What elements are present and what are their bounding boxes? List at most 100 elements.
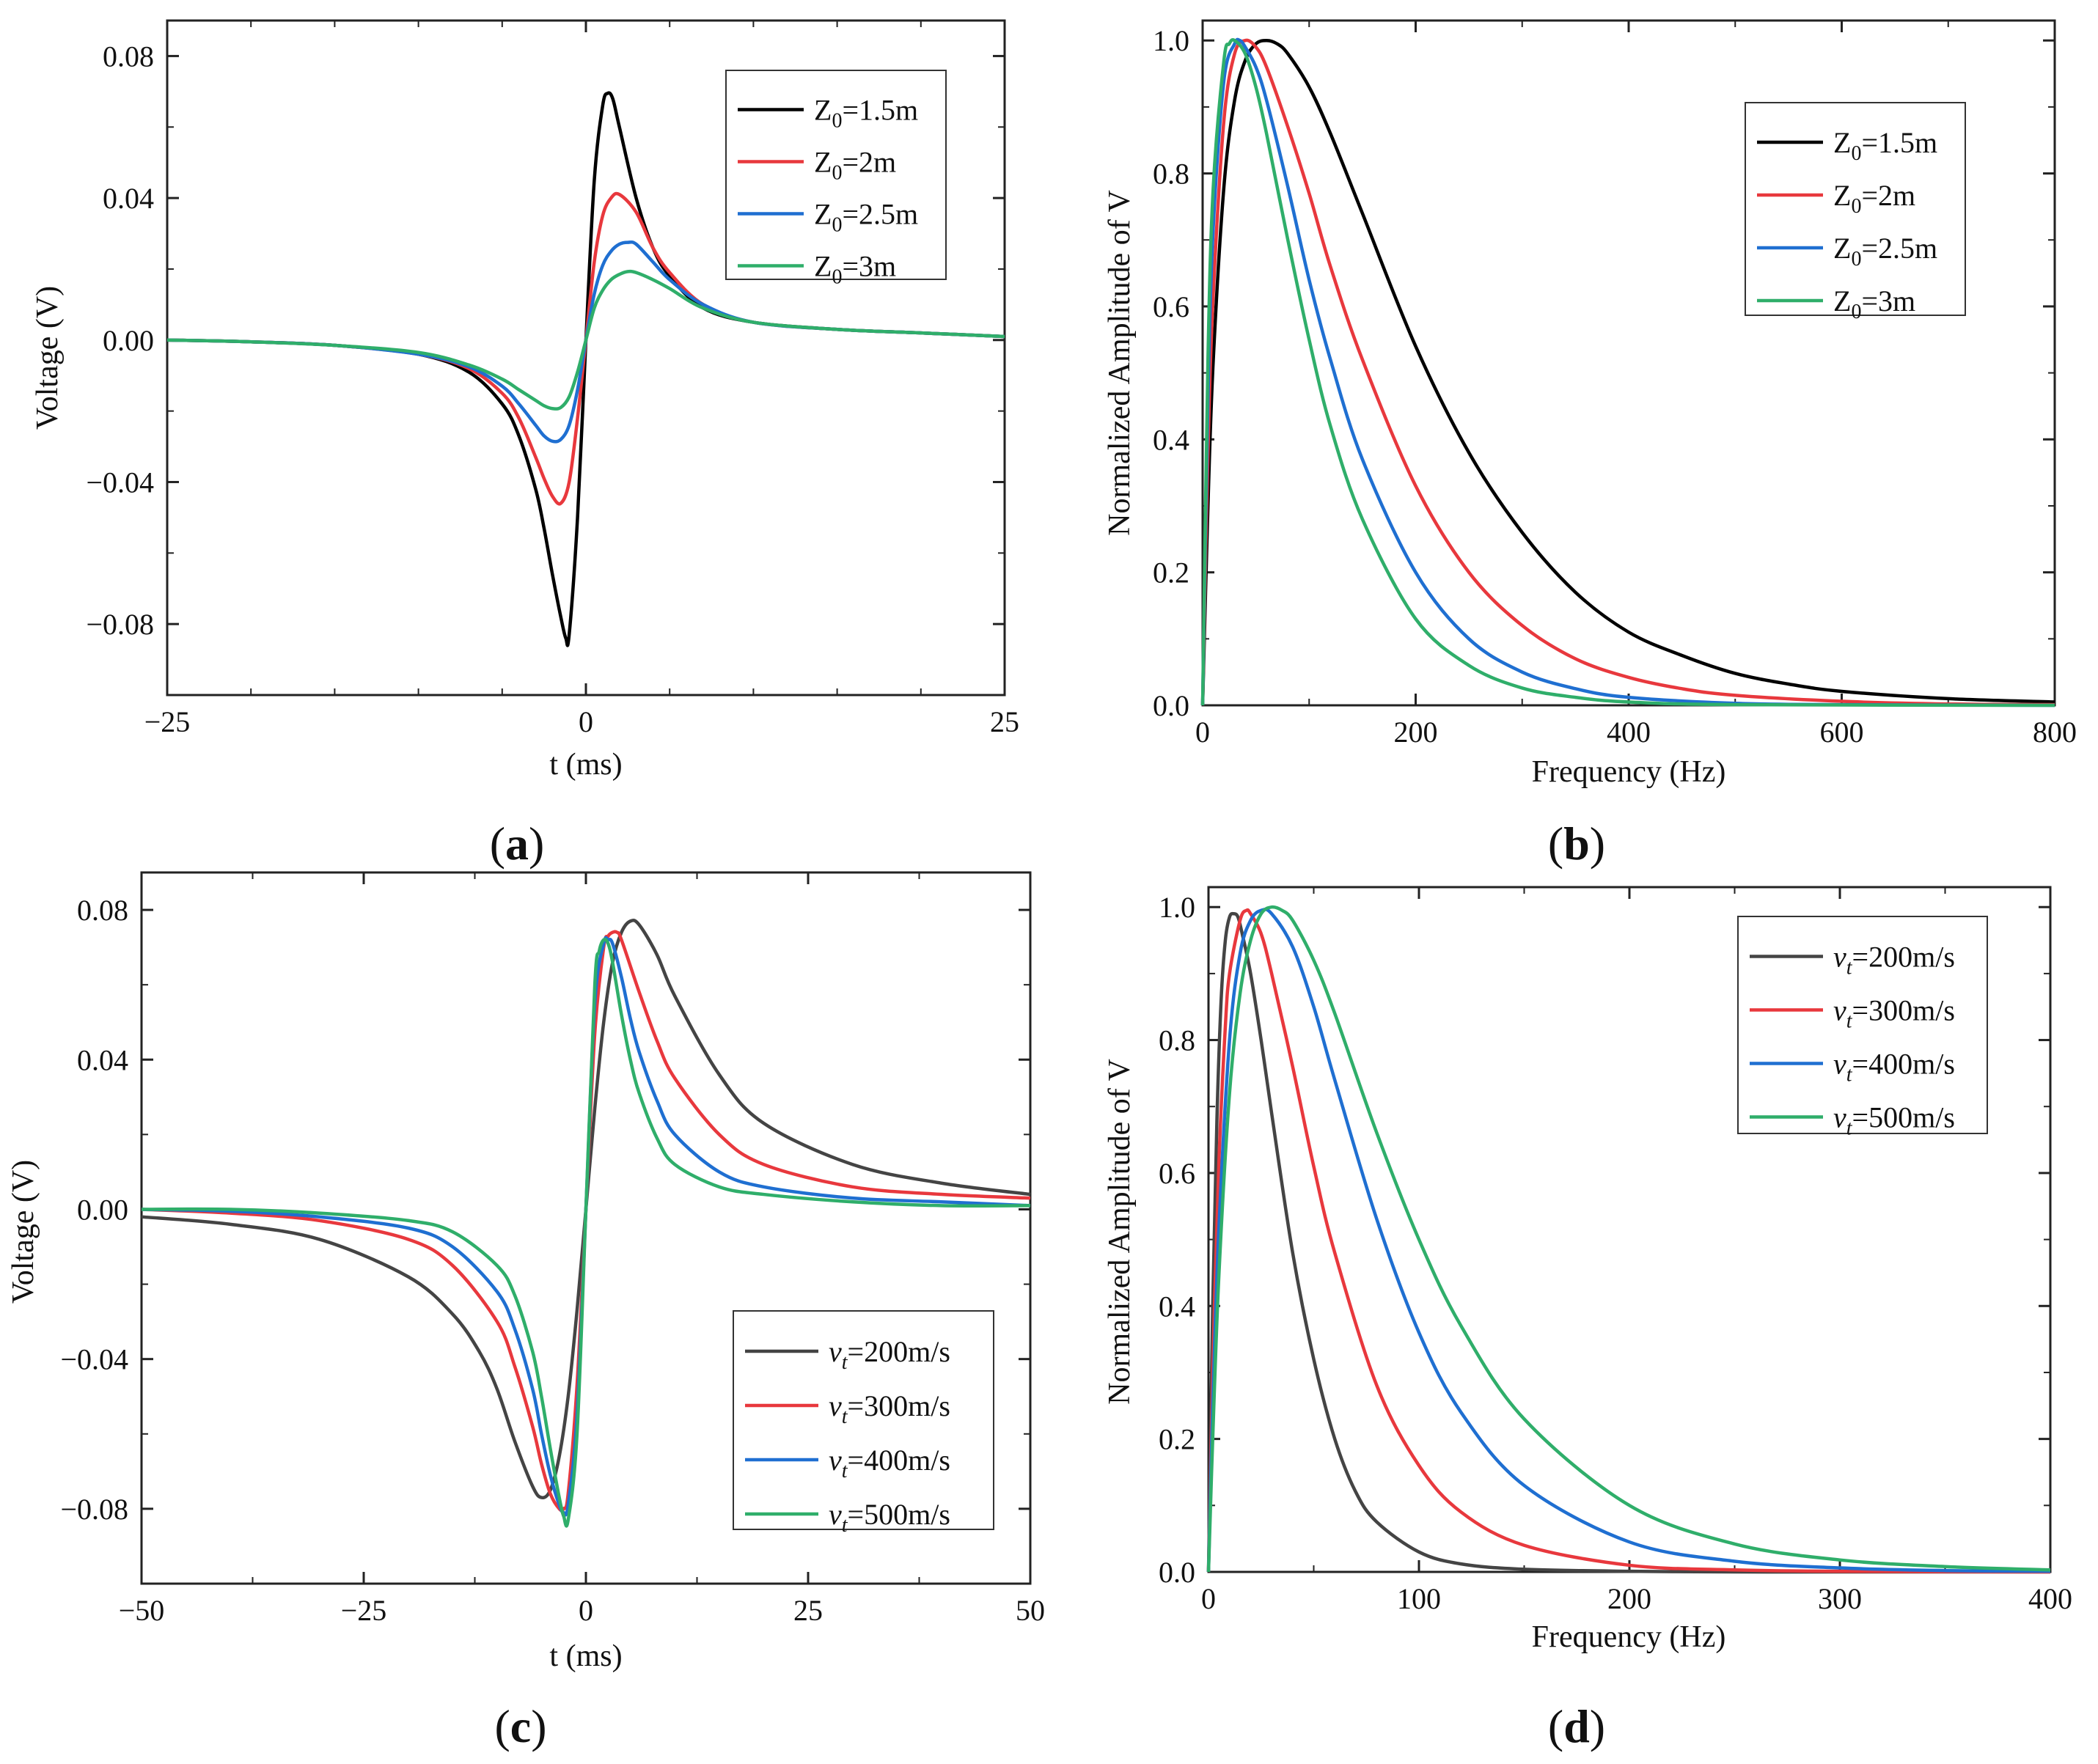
legend-label-rest: =2m	[1861, 179, 1915, 212]
legend-box-d	[1737, 916, 1988, 1134]
panel-label-b-letter: b	[1563, 817, 1590, 870]
y-tick-label-d: 1.0	[1159, 891, 1195, 924]
legend-label-main: Z	[814, 146, 832, 179]
y-tick-label-b: 0.0	[1153, 689, 1189, 722]
y-tick-label-a: 0.00	[103, 324, 154, 357]
x-tick-label-b: 800	[2033, 716, 2077, 749]
legend-label-sub: 0	[1851, 195, 1861, 218]
y-axis-title-d: Normalized Amplitude of V	[1103, 1059, 1137, 1405]
legend-label-a-3: Z0=3m	[814, 250, 896, 289]
x-tick-label-b: 600	[1820, 716, 1864, 749]
legend-label-a-0: Z0=1.5m	[814, 94, 918, 133]
y-tick-label-b: 0.2	[1153, 556, 1189, 589]
legend-label-sub: 0	[832, 266, 842, 289]
legend-label-a-1: Z0=2m	[814, 146, 896, 185]
y-tick-label-c: 0.08	[77, 894, 128, 927]
legend-d: vt=200m/svt=300m/svt=400m/svt=500m/s	[1737, 916, 1988, 1140]
y-tick-label-b: 1.0	[1153, 24, 1189, 57]
legend-label-rest: =1.5m	[842, 94, 918, 127]
panel-a: −25 0 25 −0.08 −0.04 0.00 0.04 0.08 t (ms) Volt…	[31, 19, 1019, 870]
axis-ticks-d: 0 100 200 300 400 0.0 0.2 0.4 0.6 0.8 1.0	[1159, 887, 2072, 1615]
x-tick-label-d: 0	[1201, 1582, 1216, 1615]
legend-label-c-0: vt=200m/s	[829, 1335, 950, 1374]
x-axis-title-c: t (ms)	[549, 1639, 622, 1673]
panel-label-d-close: )	[1590, 1700, 1605, 1752]
series-group-c	[141, 918, 1031, 1528]
x-tick-label-d: 400	[2028, 1582, 2072, 1615]
legend-label-main: Z	[814, 94, 832, 127]
y-tick-label-d: 0.4	[1159, 1290, 1195, 1323]
legend-label-rest: =300m/s	[1852, 994, 1955, 1027]
y-tick-label-c: −0.04	[60, 1343, 128, 1376]
y-axis-title-b: Normalized Amplitude of V	[1103, 190, 1137, 536]
series-line-d-1	[1206, 908, 2051, 1574]
legend-label-rest: =2m	[842, 146, 896, 179]
legend-label-c-1: vt=300m/s	[829, 1389, 950, 1428]
legend-label-b-2: Z0=2.5m	[1833, 232, 1937, 271]
x-axis-title-a: t (ms)	[549, 748, 622, 782]
legend-box-b	[1745, 102, 1966, 316]
legend-label-b-3: Z0=3m	[1833, 284, 1915, 323]
panel-label-a-open: (	[490, 817, 505, 870]
y-tick-label-c: −0.08	[60, 1493, 128, 1526]
series-line-b-3	[1200, 38, 2055, 708]
legend-label-main: Z	[1833, 179, 1851, 212]
legend-label-d-3: vt=500m/s	[1833, 1101, 1955, 1140]
panel-label-a: (a)	[490, 817, 545, 870]
series-line-d-2	[1206, 908, 2051, 1573]
legend-label-main: v	[829, 1498, 842, 1531]
legend-label-d-2: vt=400m/s	[1833, 1048, 1955, 1087]
x-tick-label-a: 25	[990, 705, 1019, 738]
legend-label-c-2: vt=400m/s	[829, 1444, 950, 1482]
y-tick-label-b: 0.8	[1153, 158, 1189, 191]
legend-label-main: Z	[814, 250, 832, 283]
x-tick-label-a: −25	[144, 705, 191, 738]
legend-label-main: v	[1833, 941, 1846, 974]
y-tick-label-d: 0.6	[1159, 1157, 1195, 1190]
legend-c: vt=200m/svt=300m/svt=400m/svt=500m/s	[733, 1310, 994, 1537]
legend-label-d-1: vt=300m/s	[1833, 994, 1955, 1033]
panel-label-c-open: (	[494, 1700, 510, 1752]
x-tick-label-d: 100	[1397, 1582, 1441, 1615]
legend-label-main: v	[829, 1335, 842, 1368]
y-tick-label-c: 0.00	[77, 1193, 128, 1226]
x-tick-label-a: 0	[579, 705, 593, 738]
axis-ticks-b: 0 200 400 600 800 0.0 0.2 0.4 0.6 0.8 1.0	[1153, 21, 2077, 749]
series-line-b-2	[1200, 37, 2055, 708]
legend-label-main: v	[1833, 994, 1846, 1027]
legend-label-b-0: Z0=1.5m	[1833, 126, 1937, 165]
legend-label-rest: =400m/s	[1852, 1048, 1955, 1081]
legend-label-main: Z	[1833, 126, 1851, 159]
legend-label-sub: t	[1846, 1117, 1853, 1140]
panel-label-d: (d)	[1548, 1700, 1605, 1752]
panel-label-d-open: (	[1548, 1700, 1563, 1752]
x-tick-label-c: 0	[579, 1594, 593, 1627]
legend-label-main: Z	[814, 198, 832, 231]
legend-label-sub: t	[1846, 957, 1853, 980]
legend-label-rest: =500m/s	[848, 1498, 950, 1531]
legend-label-rest: =2.5m	[842, 198, 918, 231]
series-line-a-3	[166, 269, 1005, 411]
x-tick-label-d: 200	[1607, 1582, 1651, 1615]
panel-label-c-letter: c	[510, 1700, 531, 1752]
legend-label-main: v	[1833, 1101, 1846, 1134]
legend-label-sub: 0	[1851, 301, 1861, 323]
legend-label-sub: 0	[832, 110, 842, 133]
legend-label-d-0: vt=200m/s	[1833, 941, 1955, 980]
panel-label-b: (b)	[1548, 817, 1605, 870]
legend-label-rest: =2.5m	[1861, 232, 1937, 265]
legend-label-rest: =3m	[1861, 284, 1915, 317]
x-tick-label-b: 200	[1394, 716, 1438, 749]
panel-label-a-letter: a	[505, 817, 529, 870]
legend-box-c	[733, 1310, 994, 1530]
legend-label-rest: =400m/s	[848, 1444, 950, 1477]
legend-label-main: v	[829, 1444, 842, 1477]
y-tick-label-a: −0.08	[86, 608, 154, 641]
x-axis-title-d: Frequency (Hz)	[1532, 1620, 1726, 1654]
panel-label-a-close: )	[529, 817, 544, 870]
y-tick-label-d: 0.0	[1159, 1556, 1195, 1589]
